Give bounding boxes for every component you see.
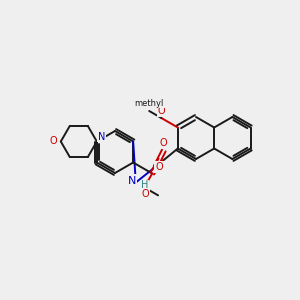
Text: O: O xyxy=(141,189,149,200)
Text: H: H xyxy=(141,181,148,190)
Text: O: O xyxy=(155,162,163,172)
Text: O: O xyxy=(159,139,166,148)
Text: methyl: methyl xyxy=(134,98,164,107)
Text: O: O xyxy=(158,106,165,116)
Text: N: N xyxy=(98,131,106,142)
Text: O: O xyxy=(49,136,57,146)
Text: N: N xyxy=(128,176,136,185)
